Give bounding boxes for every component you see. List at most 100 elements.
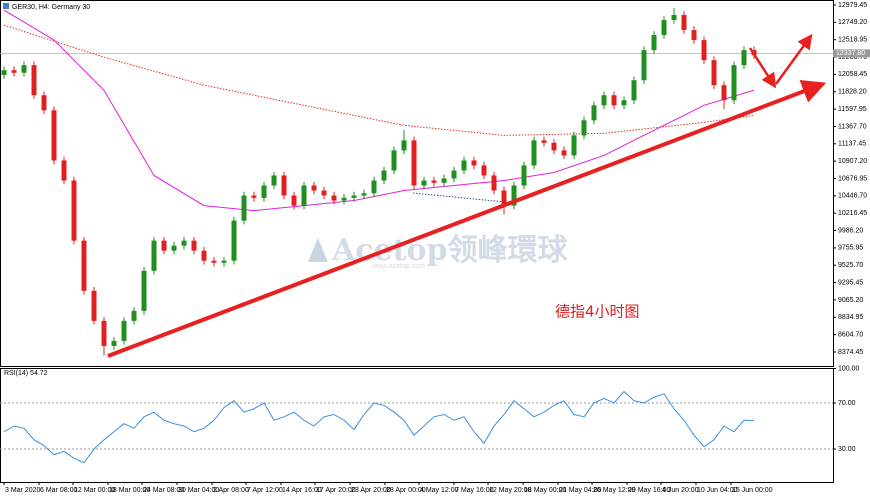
y-tick-label: 100.00 xyxy=(838,365,860,372)
candle-body xyxy=(671,14,677,21)
candle-body xyxy=(131,310,137,321)
candle-body xyxy=(591,105,597,121)
x-tick-label: 29 May 16:00 xyxy=(628,487,671,494)
y-tick-label: 8374.45 xyxy=(838,349,863,356)
candle-body xyxy=(341,197,347,201)
y-tick-label: 8834.95 xyxy=(838,314,863,321)
candle-body xyxy=(431,180,437,183)
y-tick-label: 12749.20 xyxy=(838,19,867,26)
x-tick-label: 4 Jun 20:00 xyxy=(662,487,699,494)
candle-body xyxy=(261,185,267,198)
candle-body xyxy=(271,175,277,186)
y-tick-label: 12058.45 xyxy=(838,71,867,78)
candle-body xyxy=(371,180,377,194)
candle-body xyxy=(231,220,237,261)
candle-body xyxy=(1,70,7,76)
candle-body xyxy=(301,185,307,206)
candle-body xyxy=(721,85,727,101)
y-tick-label: 10446.70 xyxy=(838,193,867,200)
candle-body xyxy=(71,180,77,241)
y-tick-label: 9525.70 xyxy=(838,262,863,269)
watermark-sub: www.acetop.com xyxy=(371,263,425,270)
y-tick-label: 10676.95 xyxy=(838,175,867,182)
candle-body xyxy=(321,190,327,196)
candle-body xyxy=(161,240,167,251)
x-tick-label: 3 Mar 2020 xyxy=(5,487,41,494)
candle-body xyxy=(221,260,227,263)
x-tick-label: 7 Apr 12:00 xyxy=(247,487,283,494)
candle-body xyxy=(571,135,577,156)
x-tick-label: 18 May 00:00 xyxy=(524,487,567,494)
candle-body xyxy=(511,185,517,206)
y-tick-label: 10907.20 xyxy=(838,158,867,165)
last-price-box xyxy=(833,49,870,58)
y-tick-label: 12288.70 xyxy=(838,54,867,61)
candle-body xyxy=(681,14,687,31)
y-tick-label: 11828.20 xyxy=(838,89,867,96)
candle-body xyxy=(621,100,627,106)
forecast-arrow-down xyxy=(748,47,777,89)
y-tick-label: 11597.95 xyxy=(838,106,867,113)
moving-average xyxy=(3,9,755,212)
candle-body xyxy=(701,40,707,61)
candle-body xyxy=(281,175,287,196)
y-tick-label: 9295.45 xyxy=(838,279,863,286)
x-tick-label: 23 Apr 20:00 xyxy=(351,487,391,494)
candle-body xyxy=(151,240,157,271)
candle-body xyxy=(711,60,717,86)
last-price-label: 12337.80 xyxy=(836,50,865,57)
candle-body xyxy=(741,50,747,66)
candle-body xyxy=(171,245,177,251)
candle-body xyxy=(601,95,607,106)
y-tick-label: 30.00 xyxy=(838,446,856,453)
y-tick-label: 9755.95 xyxy=(838,245,863,252)
candle-body xyxy=(331,195,337,201)
candle-body xyxy=(41,95,47,111)
y-tick-label: 10216.45 xyxy=(838,210,867,217)
y-tick-label: 8604.70 xyxy=(838,331,863,338)
rsi-title: RSI(14) 54.72 xyxy=(4,370,48,377)
y-tick-label: 12979.45 xyxy=(838,2,867,9)
candle-body xyxy=(541,140,547,143)
x-tick-label: 14 Apr 16:00 xyxy=(282,487,322,494)
x-tick-label: 12 May 20:00 xyxy=(489,487,532,494)
x-tick-label: 18 Mar 00:00 xyxy=(109,487,150,494)
candle-body xyxy=(311,185,317,191)
candle-body xyxy=(451,170,457,179)
candle-body xyxy=(81,240,87,291)
candle-body xyxy=(461,160,467,171)
watermark: Acetop领峰環球 www.acetop.com xyxy=(308,233,568,270)
x-tick-label: 12 Mar 00:00 xyxy=(74,487,115,494)
x-tick-label: 7 May 16:00 xyxy=(455,487,494,494)
candle-body xyxy=(251,195,257,198)
candle-body xyxy=(111,340,117,346)
candle-body xyxy=(661,20,667,36)
x-tick-label: 15 Jun 00:00 xyxy=(732,487,773,494)
candle-body xyxy=(381,170,387,181)
x-tick-label: 6 Mar 08:00 xyxy=(40,487,77,494)
y-tick-label: 12518.95 xyxy=(838,37,867,44)
watermark-text: Acetop领峰環球 xyxy=(331,233,568,268)
forecast-arrow-up xyxy=(774,33,813,85)
candle-body xyxy=(361,193,367,196)
candle-body xyxy=(121,320,127,341)
candle-body xyxy=(211,260,217,263)
candle-body xyxy=(351,195,357,198)
x-tick-label: 24 Mar 08:00 xyxy=(143,487,184,494)
candle-body xyxy=(141,270,147,311)
candle-body xyxy=(631,80,637,101)
candle-body xyxy=(391,150,397,171)
candle-body xyxy=(21,65,27,73)
x-tick-label: 21 May 04:00 xyxy=(559,487,602,494)
candle-body xyxy=(611,95,617,106)
candle-body xyxy=(11,70,17,73)
candle-body xyxy=(531,140,537,166)
candle-body xyxy=(471,160,477,166)
candle-body xyxy=(641,50,647,81)
main-frame xyxy=(0,0,834,367)
x-tick-label: 28 Apr 00:00 xyxy=(386,487,426,494)
candle-body xyxy=(191,240,197,251)
chart-title: GER30, H4: Germany 30 xyxy=(12,4,90,11)
drawn-line xyxy=(412,192,506,203)
